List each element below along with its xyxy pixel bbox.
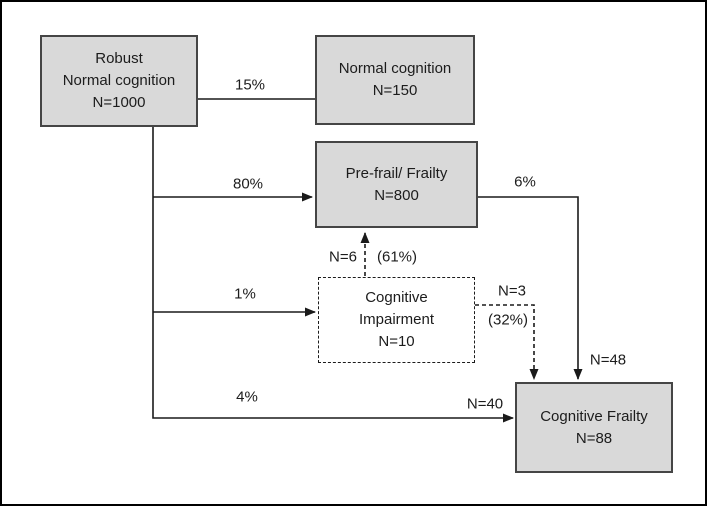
- node-cognitive-frailty-line2: N=88: [575, 429, 613, 447]
- node-robust: Robust Normal cognition N=1000: [40, 35, 198, 127]
- edge-label-32pct: (32%): [487, 311, 529, 329]
- node-robust-line2: Normal cognition: [62, 72, 176, 89]
- node-cognitive-frailty-line1: Cognitive Frailty: [540, 407, 648, 425]
- edge-n3-dashed-line: [475, 304, 539, 380]
- edge-label-61pct: (61%): [376, 248, 418, 266]
- edge-label-80pct: 80%: [232, 175, 264, 193]
- node-cognitive-frailty: Cognitive Frailty N=88: [515, 382, 673, 473]
- node-pre-frail-line2: N=800: [374, 186, 419, 204]
- node-normal-cognition: Normal cognition N=150: [315, 35, 475, 125]
- edge-label-1pct: 1%: [234, 285, 256, 303]
- edge-label-n6: N=6: [329, 248, 357, 266]
- node-cognitive-impairment: Cognitive Impairment N=10: [318, 277, 475, 363]
- edge-label-n40: N=40: [466, 395, 504, 413]
- node-normal-cognition-line1: Normal cognition: [338, 60, 452, 77]
- node-pre-frail-line1: Pre-frail/ Frailty: [345, 164, 448, 182]
- edge-4pct-trunk-line: [152, 126, 514, 423]
- edge-label-n3: N=3: [498, 282, 526, 300]
- node-robust-line3: N=1000: [92, 94, 146, 111]
- edge-6pct-line: [477, 196, 583, 380]
- node-robust-line1: Robust: [95, 50, 143, 67]
- edge-label-n48: N=48: [589, 351, 627, 369]
- edge-label-6pct: 6%: [514, 173, 536, 191]
- edge-label-15pct: 15%: [234, 76, 266, 94]
- node-pre-frail: Pre-frail/ Frailty N=800: [315, 141, 478, 228]
- node-cognitive-impairment-line1: Cognitive: [365, 289, 428, 306]
- edge-label-4pct: 4%: [236, 388, 258, 406]
- node-cognitive-impairment-line2: Impairment: [358, 311, 435, 328]
- node-cognitive-impairment-line3: N=10: [378, 333, 415, 350]
- node-normal-cognition-line2: N=150: [372, 82, 418, 99]
